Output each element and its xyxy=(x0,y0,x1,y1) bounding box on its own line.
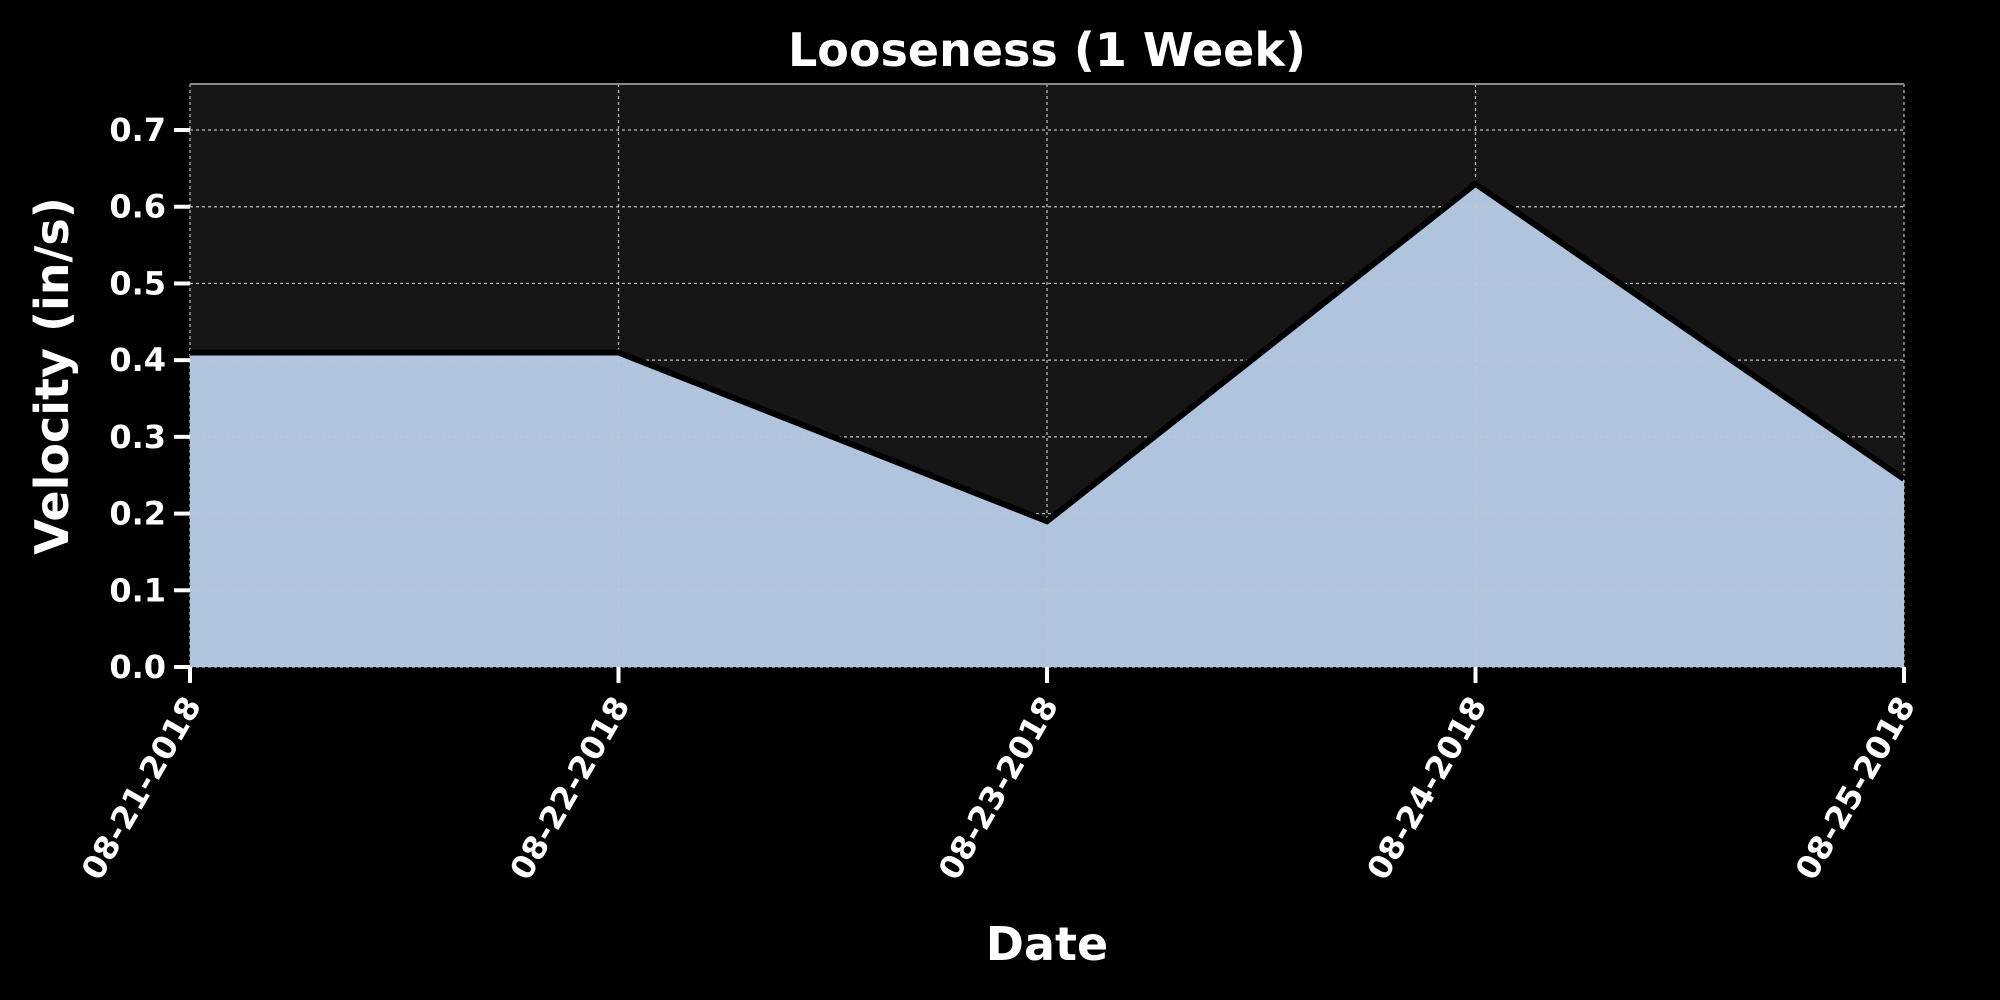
y-axis-label: Velocity (in/s) xyxy=(25,197,79,554)
y-tick-label: 0.2 xyxy=(109,495,166,533)
y-tick-label: 0.6 xyxy=(109,188,166,226)
y-tick-label: 0.3 xyxy=(109,418,166,456)
y-tick-label: 0.0 xyxy=(109,648,166,686)
chart-title: Looseness (1 Week) xyxy=(788,23,1306,77)
y-tick-label: 0.1 xyxy=(109,571,166,609)
x-axis-label: Date xyxy=(986,917,1108,971)
y-tick-label: 0.4 xyxy=(109,341,166,379)
y-tick-label: 0.5 xyxy=(109,264,166,302)
series-line xyxy=(190,179,1906,525)
y-tick-label: 0.7 xyxy=(109,111,166,149)
y-axis-ticks: 0.0 0.1 0.2 0.3 0.4 0.5 0.6 0.7 xyxy=(109,111,190,686)
